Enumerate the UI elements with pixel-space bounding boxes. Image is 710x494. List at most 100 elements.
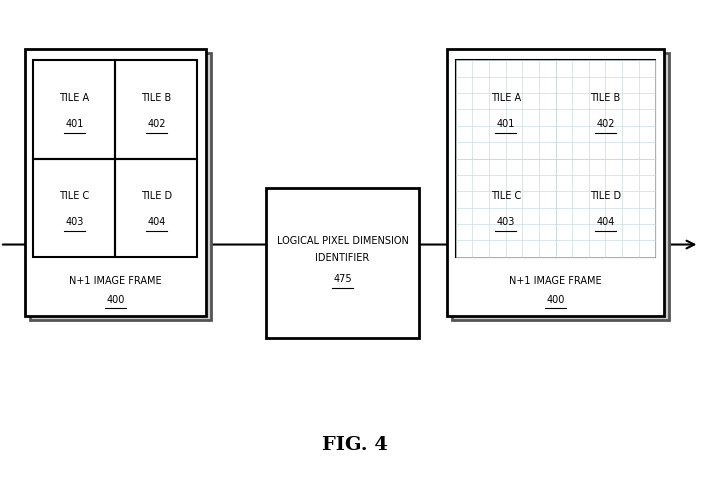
Text: TILE C: TILE C bbox=[491, 191, 521, 201]
Bar bbox=[523, 60, 539, 77]
Bar bbox=[489, 207, 506, 224]
Bar bbox=[539, 159, 555, 175]
Text: 401: 401 bbox=[65, 119, 84, 129]
Bar bbox=[456, 77, 472, 93]
Text: 475: 475 bbox=[333, 274, 352, 284]
Bar bbox=[539, 126, 555, 142]
Text: 402: 402 bbox=[596, 119, 615, 129]
Bar bbox=[555, 175, 572, 191]
Text: TILE C: TILE C bbox=[59, 191, 89, 201]
Bar bbox=[539, 191, 555, 208]
Bar bbox=[606, 142, 622, 159]
Bar bbox=[447, 49, 664, 316]
Bar bbox=[539, 142, 555, 159]
Bar bbox=[452, 53, 669, 320]
Bar bbox=[489, 241, 506, 257]
Bar bbox=[506, 109, 523, 126]
Bar bbox=[606, 126, 622, 142]
Bar bbox=[539, 60, 555, 77]
Bar bbox=[25, 49, 206, 316]
Bar bbox=[472, 241, 489, 257]
Bar bbox=[622, 142, 639, 159]
Bar bbox=[506, 207, 523, 224]
Bar bbox=[472, 109, 489, 126]
Bar bbox=[606, 109, 622, 126]
Bar bbox=[606, 159, 622, 175]
Text: 403: 403 bbox=[496, 217, 515, 227]
Bar bbox=[506, 224, 523, 241]
Bar bbox=[472, 93, 489, 110]
Bar bbox=[589, 159, 606, 175]
Text: 400: 400 bbox=[547, 294, 564, 305]
Bar bbox=[523, 93, 539, 110]
Bar bbox=[622, 224, 639, 241]
Bar bbox=[639, 60, 655, 77]
Bar bbox=[572, 126, 589, 142]
Bar bbox=[639, 142, 655, 159]
Bar bbox=[456, 60, 472, 77]
Text: 402: 402 bbox=[147, 119, 165, 129]
Bar bbox=[506, 159, 523, 175]
Text: IDENTIFIER: IDENTIFIER bbox=[315, 253, 370, 263]
Text: TILE D: TILE D bbox=[141, 191, 172, 201]
Bar bbox=[572, 241, 589, 257]
Bar bbox=[266, 188, 419, 338]
Bar bbox=[489, 93, 506, 110]
Bar bbox=[589, 175, 606, 191]
Bar bbox=[606, 175, 622, 191]
Bar bbox=[456, 191, 472, 208]
Bar bbox=[523, 142, 539, 159]
Text: N+1 IMAGE FRAME: N+1 IMAGE FRAME bbox=[69, 276, 162, 286]
Bar bbox=[639, 224, 655, 241]
Bar bbox=[639, 109, 655, 126]
Text: TILE B: TILE B bbox=[141, 92, 172, 103]
Bar bbox=[606, 207, 622, 224]
Bar bbox=[456, 175, 472, 191]
Bar bbox=[489, 224, 506, 241]
Bar bbox=[472, 175, 489, 191]
Bar bbox=[622, 93, 639, 110]
Text: TILE A: TILE A bbox=[491, 92, 520, 103]
Bar bbox=[539, 224, 555, 241]
Bar bbox=[572, 60, 589, 77]
Bar bbox=[523, 159, 539, 175]
Bar bbox=[523, 175, 539, 191]
Bar bbox=[589, 93, 606, 110]
Bar bbox=[572, 191, 589, 208]
Bar bbox=[539, 77, 555, 93]
Bar bbox=[555, 93, 572, 110]
Bar bbox=[539, 207, 555, 224]
Bar bbox=[555, 77, 572, 93]
Bar bbox=[30, 53, 211, 320]
Text: TILE A: TILE A bbox=[60, 92, 89, 103]
Bar bbox=[489, 142, 506, 159]
Bar bbox=[589, 224, 606, 241]
Bar bbox=[606, 224, 622, 241]
Bar bbox=[572, 93, 589, 110]
Bar bbox=[472, 191, 489, 208]
Bar bbox=[555, 241, 572, 257]
Bar bbox=[555, 159, 655, 257]
Text: N+1 IMAGE FRAME: N+1 IMAGE FRAME bbox=[509, 276, 602, 286]
Bar bbox=[589, 207, 606, 224]
Bar bbox=[506, 60, 523, 77]
Bar bbox=[572, 77, 589, 93]
Bar bbox=[572, 175, 589, 191]
Bar bbox=[555, 207, 572, 224]
Bar bbox=[639, 241, 655, 257]
Bar bbox=[539, 175, 555, 191]
Text: 401: 401 bbox=[496, 119, 515, 129]
Bar bbox=[472, 60, 489, 77]
Bar bbox=[506, 126, 523, 142]
Bar bbox=[589, 60, 606, 77]
Bar bbox=[472, 77, 489, 93]
Bar bbox=[622, 207, 639, 224]
Bar bbox=[506, 241, 523, 257]
Bar bbox=[115, 60, 197, 159]
Bar bbox=[622, 175, 639, 191]
Bar bbox=[506, 175, 523, 191]
Bar bbox=[489, 159, 506, 175]
Bar bbox=[472, 224, 489, 241]
Text: TILE B: TILE B bbox=[590, 92, 621, 103]
Bar bbox=[489, 60, 506, 77]
